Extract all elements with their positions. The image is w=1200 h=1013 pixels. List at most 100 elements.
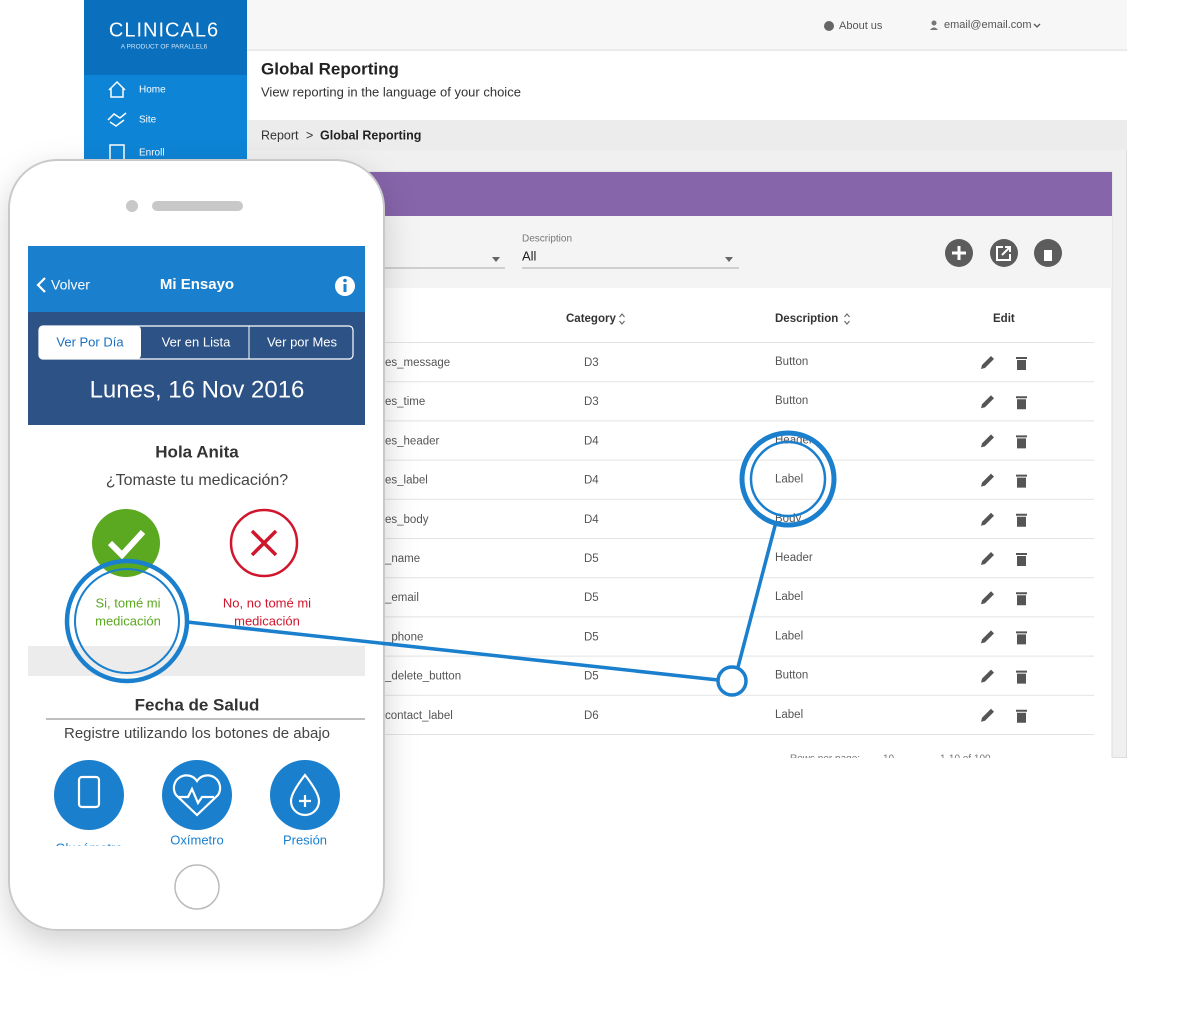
info-i — [343, 284, 347, 292]
tab[interactable]: Ver por Mes — [267, 334, 338, 349]
home-button — [174, 864, 220, 910]
device-button[interactable] — [54, 760, 124, 830]
title-area — [247, 51, 1127, 120]
delete-row-icon[interactable] — [1016, 513, 1027, 527]
delete-row-icon[interactable] — [1016, 553, 1027, 566]
cell-category: D5 — [584, 553, 599, 565]
breadcrumb-bar — [247, 120, 1127, 150]
site-icon — [107, 112, 127, 127]
edit-icon[interactable] — [981, 630, 994, 644]
page-title: Global Reporting — [261, 59, 399, 78]
page-subtitle: View reporting in the language of your c… — [261, 84, 521, 99]
cell-category: D4 — [584, 475, 599, 487]
cell-name: _phone — [384, 631, 423, 643]
cell-description: Label — [775, 474, 803, 486]
cell-description: Label — [775, 709, 803, 721]
cell-name: es_header — [385, 435, 440, 447]
app-title: Mi Ensayo — [160, 276, 234, 293]
devices: Glucómetro Oxímetro Presión — [54, 760, 340, 855]
cell-name: es_label — [385, 475, 428, 487]
edit-icon[interactable] — [981, 512, 994, 526]
delete-row-icon[interactable] — [1016, 474, 1027, 488]
cell-category: D6 — [584, 710, 599, 722]
edit-icon[interactable] — [981, 473, 994, 487]
column-header[interactable]: Category — [566, 313, 616, 325]
tab-selected[interactable] — [39, 326, 141, 359]
cell-description: Button — [775, 395, 808, 407]
pager-size[interactable]: 10 — [883, 754, 895, 765]
nav-item[interactable]: Home — [139, 85, 166, 96]
device-label: Glucómetro — [55, 840, 122, 855]
logo-area — [84, 0, 247, 75]
chevron — [1033, 23, 1041, 28]
filter-bar — [262, 216, 1112, 288]
phone: Volver Mi Ensayo Ver Por Día Ver en List… — [8, 159, 385, 931]
delete-row-icon[interactable] — [1016, 631, 1027, 645]
breadcrumb[interactable]: Report — [261, 128, 299, 142]
delete-row-icon[interactable] — [1016, 357, 1027, 370]
nav-item[interactable]: Enroll — [139, 148, 165, 159]
pager-label: Rows per page: — [790, 754, 860, 765]
cell-category: D4 — [584, 435, 599, 447]
user-menu[interactable]: email@email.com — [944, 19, 1032, 31]
edit-icon[interactable] — [981, 591, 994, 605]
question: ¿Tomaste tu medicación? — [106, 472, 288, 489]
user-icon-body — [930, 27, 938, 30]
tab[interactable]: Ver Por Día — [56, 334, 124, 349]
cell-category: D4 — [584, 514, 599, 526]
cell-description: Button — [775, 670, 808, 682]
filter-label: Description — [522, 234, 572, 245]
callout-node — [716, 665, 748, 697]
filter-value[interactable]: All — [522, 248, 537, 263]
nav-item[interactable]: Site — [139, 115, 157, 126]
device-label: Oxímetro — [170, 832, 223, 847]
user-icon — [931, 20, 937, 26]
cell-category: D3 — [584, 396, 599, 408]
callout-ring — [749, 440, 827, 518]
date: Lunes, 16 Nov 2016 — [90, 376, 305, 403]
device-label: Presión — [283, 832, 327, 847]
export-icon — [996, 246, 1011, 261]
yes-button[interactable] — [92, 509, 160, 577]
edit-icon[interactable] — [981, 395, 994, 409]
delete-row-icon[interactable] — [1016, 709, 1027, 723]
app-header — [28, 246, 365, 312]
delete-row-icon[interactable] — [1016, 435, 1027, 449]
edit-icon[interactable] — [981, 434, 994, 448]
edit-icon[interactable] — [981, 708, 994, 722]
callout-ring — [739, 430, 837, 528]
cell-name: _email — [384, 592, 419, 604]
section-subtitle: Registre utilizando los botones de abajo — [64, 725, 330, 742]
glucometer-icon — [77, 775, 101, 809]
check-icon — [107, 529, 146, 560]
add-icon — [952, 246, 966, 260]
column-header[interactable]: Edit — [993, 313, 1015, 325]
home-icon — [108, 80, 126, 98]
pager-range: 1-10 of 100 — [940, 754, 991, 765]
device-button[interactable] — [162, 760, 232, 830]
edit-icon[interactable] — [981, 356, 994, 369]
breadcrumb: Global Reporting — [320, 128, 421, 142]
top-bar — [247, 0, 1127, 50]
delete-row-icon[interactable] — [1016, 592, 1027, 606]
cell-name: es_time — [385, 396, 425, 408]
cell-category: D5 — [584, 592, 599, 604]
cell-name: contact_label — [385, 710, 453, 722]
no-label: No, no tomé mi — [223, 595, 311, 610]
edit-icon[interactable] — [981, 552, 994, 565]
cell-category: D5 — [584, 671, 599, 683]
delete-row-icon[interactable] — [1016, 396, 1027, 410]
column-header[interactable]: Description — [775, 313, 838, 325]
about-link[interactable]: About us — [839, 20, 883, 32]
delete-row-icon[interactable] — [1016, 670, 1027, 684]
back-button[interactable]: Volver — [51, 277, 90, 293]
card-header — [262, 172, 1112, 216]
sort-icon — [619, 313, 625, 325]
tab[interactable]: Ver en Lista — [162, 334, 231, 349]
edit-icon[interactable] — [981, 669, 994, 683]
cell-category: D3 — [584, 357, 599, 369]
delete-icon — [1043, 248, 1053, 261]
cell-description: Button — [775, 356, 808, 368]
